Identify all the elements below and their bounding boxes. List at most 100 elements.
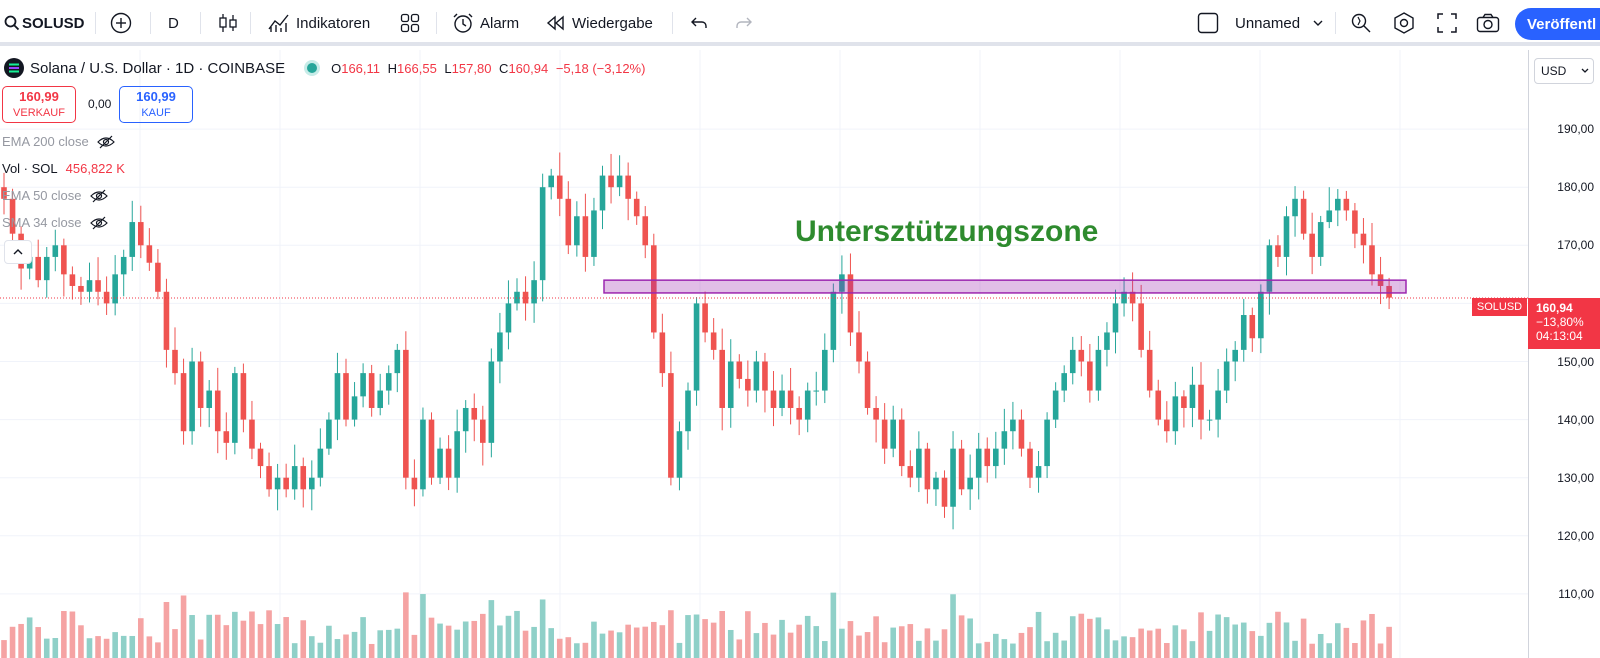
volume-bar [326,625,332,658]
candle-body [642,216,649,246]
chart-grid [0,50,1528,658]
candle-body [924,448,931,490]
compare-button[interactable] [110,0,132,46]
rewind-icon [546,15,564,31]
candle-body [967,477,973,490]
candle-body [52,245,59,257]
volume-bar [385,629,392,658]
candle-body [933,477,939,490]
price-tick-label: 130,00 [1557,470,1594,485]
settings-button[interactable] [1393,0,1415,46]
volume-bar [26,617,33,658]
alert-button[interactable]: Alarm [452,0,519,46]
candle-body [864,361,871,408]
divider [250,12,251,34]
candle-body [591,210,597,257]
volume-bar [368,643,375,658]
chevron-up-icon [13,249,23,255]
support-zone-rectangle[interactable] [603,279,1407,294]
volume-bar [693,614,700,658]
volume-bar [856,635,862,658]
indicator-ema50[interactable]: EMA 50 close [2,188,108,203]
volume-bar [206,614,212,658]
volume-bar [146,636,153,658]
candle-body [35,256,41,281]
candle-body [172,349,178,374]
eye-hidden-icon[interactable] [89,189,108,203]
candle-body [539,187,546,281]
buy-price: 160,99 [136,89,176,104]
indicators-label: Indikatoren [296,14,371,32]
buy-button[interactable]: 160,99 KAUF [119,86,193,123]
volume-bar [317,642,324,658]
replay-button[interactable]: Wiedergabe [546,0,653,46]
candle-body [1369,245,1375,275]
price-tick-label: 120,00 [1557,528,1594,543]
candle-body [428,419,435,478]
volume-bar [958,615,965,658]
checkbox-icon [1197,12,1219,34]
alert-label: Alarm [480,14,520,32]
candle-body [1044,419,1050,467]
interval-button[interactable]: D [168,0,179,46]
candle-body [377,390,383,408]
publish-button[interactable]: Veröffentl [1515,8,1600,40]
volume-bar [1027,627,1033,658]
volume-bar [941,629,948,658]
candle-body [1010,419,1016,432]
indicator-ema200[interactable]: EMA 200 close [2,134,115,149]
volume-bar [445,625,452,658]
volume-bar [1044,641,1050,658]
volume-bar [574,643,580,658]
price-chart[interactable] [0,50,1528,658]
templates-button[interactable] [400,0,420,46]
candle-body [813,390,820,392]
candle-body [1078,349,1085,362]
indicator-sma34[interactable]: SMA 34 close [2,215,108,230]
undo-button[interactable] [690,0,708,46]
candle-body [582,216,589,257]
price-axis[interactable] [1528,50,1600,658]
volume-bar [471,620,478,658]
volume-bar [1300,618,1307,658]
fullscreen-button[interactable] [1437,0,1457,46]
volume-bar [454,629,460,658]
quick-search-button[interactable] [1350,0,1372,46]
market-status-dot[interactable] [307,63,318,73]
volume-bar [1155,628,1162,658]
eye-hidden-icon[interactable] [96,135,115,149]
candle-body [668,373,674,478]
volume-bar [1095,617,1102,658]
indicator-volume[interactable]: Vol · SOL 456,822 K [2,161,125,176]
volume-bar [9,626,16,658]
candle-body [1335,198,1341,211]
replay-label: Wiedergabe [572,14,653,32]
candle-body [394,349,401,374]
sell-button[interactable]: 160,99 VERKAUF [2,86,76,123]
volume-bar [377,630,383,658]
chart-type-button[interactable] [218,0,238,46]
collapse-legend-button[interactable] [4,240,32,264]
candle-body [197,361,204,408]
quick-search-icon [1351,13,1371,33]
volume-bar [787,632,794,658]
spread-value: 0,00 [88,97,112,111]
candle-body [1352,210,1358,234]
candle-body [881,419,888,449]
volume-bar [950,594,956,658]
candle-body [437,448,443,478]
volume-bar [172,629,178,658]
redo-button[interactable] [735,0,753,46]
candle-body [385,373,392,391]
screenshot-button[interactable] [1476,0,1500,46]
currency-select[interactable]: USD [1534,58,1594,84]
indicators-button[interactable]: Indikatoren [268,0,370,46]
eye-hidden-icon[interactable] [89,216,108,230]
legend-title[interactable]: Solana / U.S. Dollar · 1D · COINBASE [30,59,286,77]
support-zone-label[interactable]: Untersztützungszone [795,215,1099,248]
candle-body [1283,216,1290,257]
volume-bar [283,617,289,658]
last-change: −13,80% [1536,315,1584,329]
symbol-search-button[interactable]: SOLUSD [4,0,85,46]
layout-button[interactable]: Unnamed [1197,0,1324,46]
